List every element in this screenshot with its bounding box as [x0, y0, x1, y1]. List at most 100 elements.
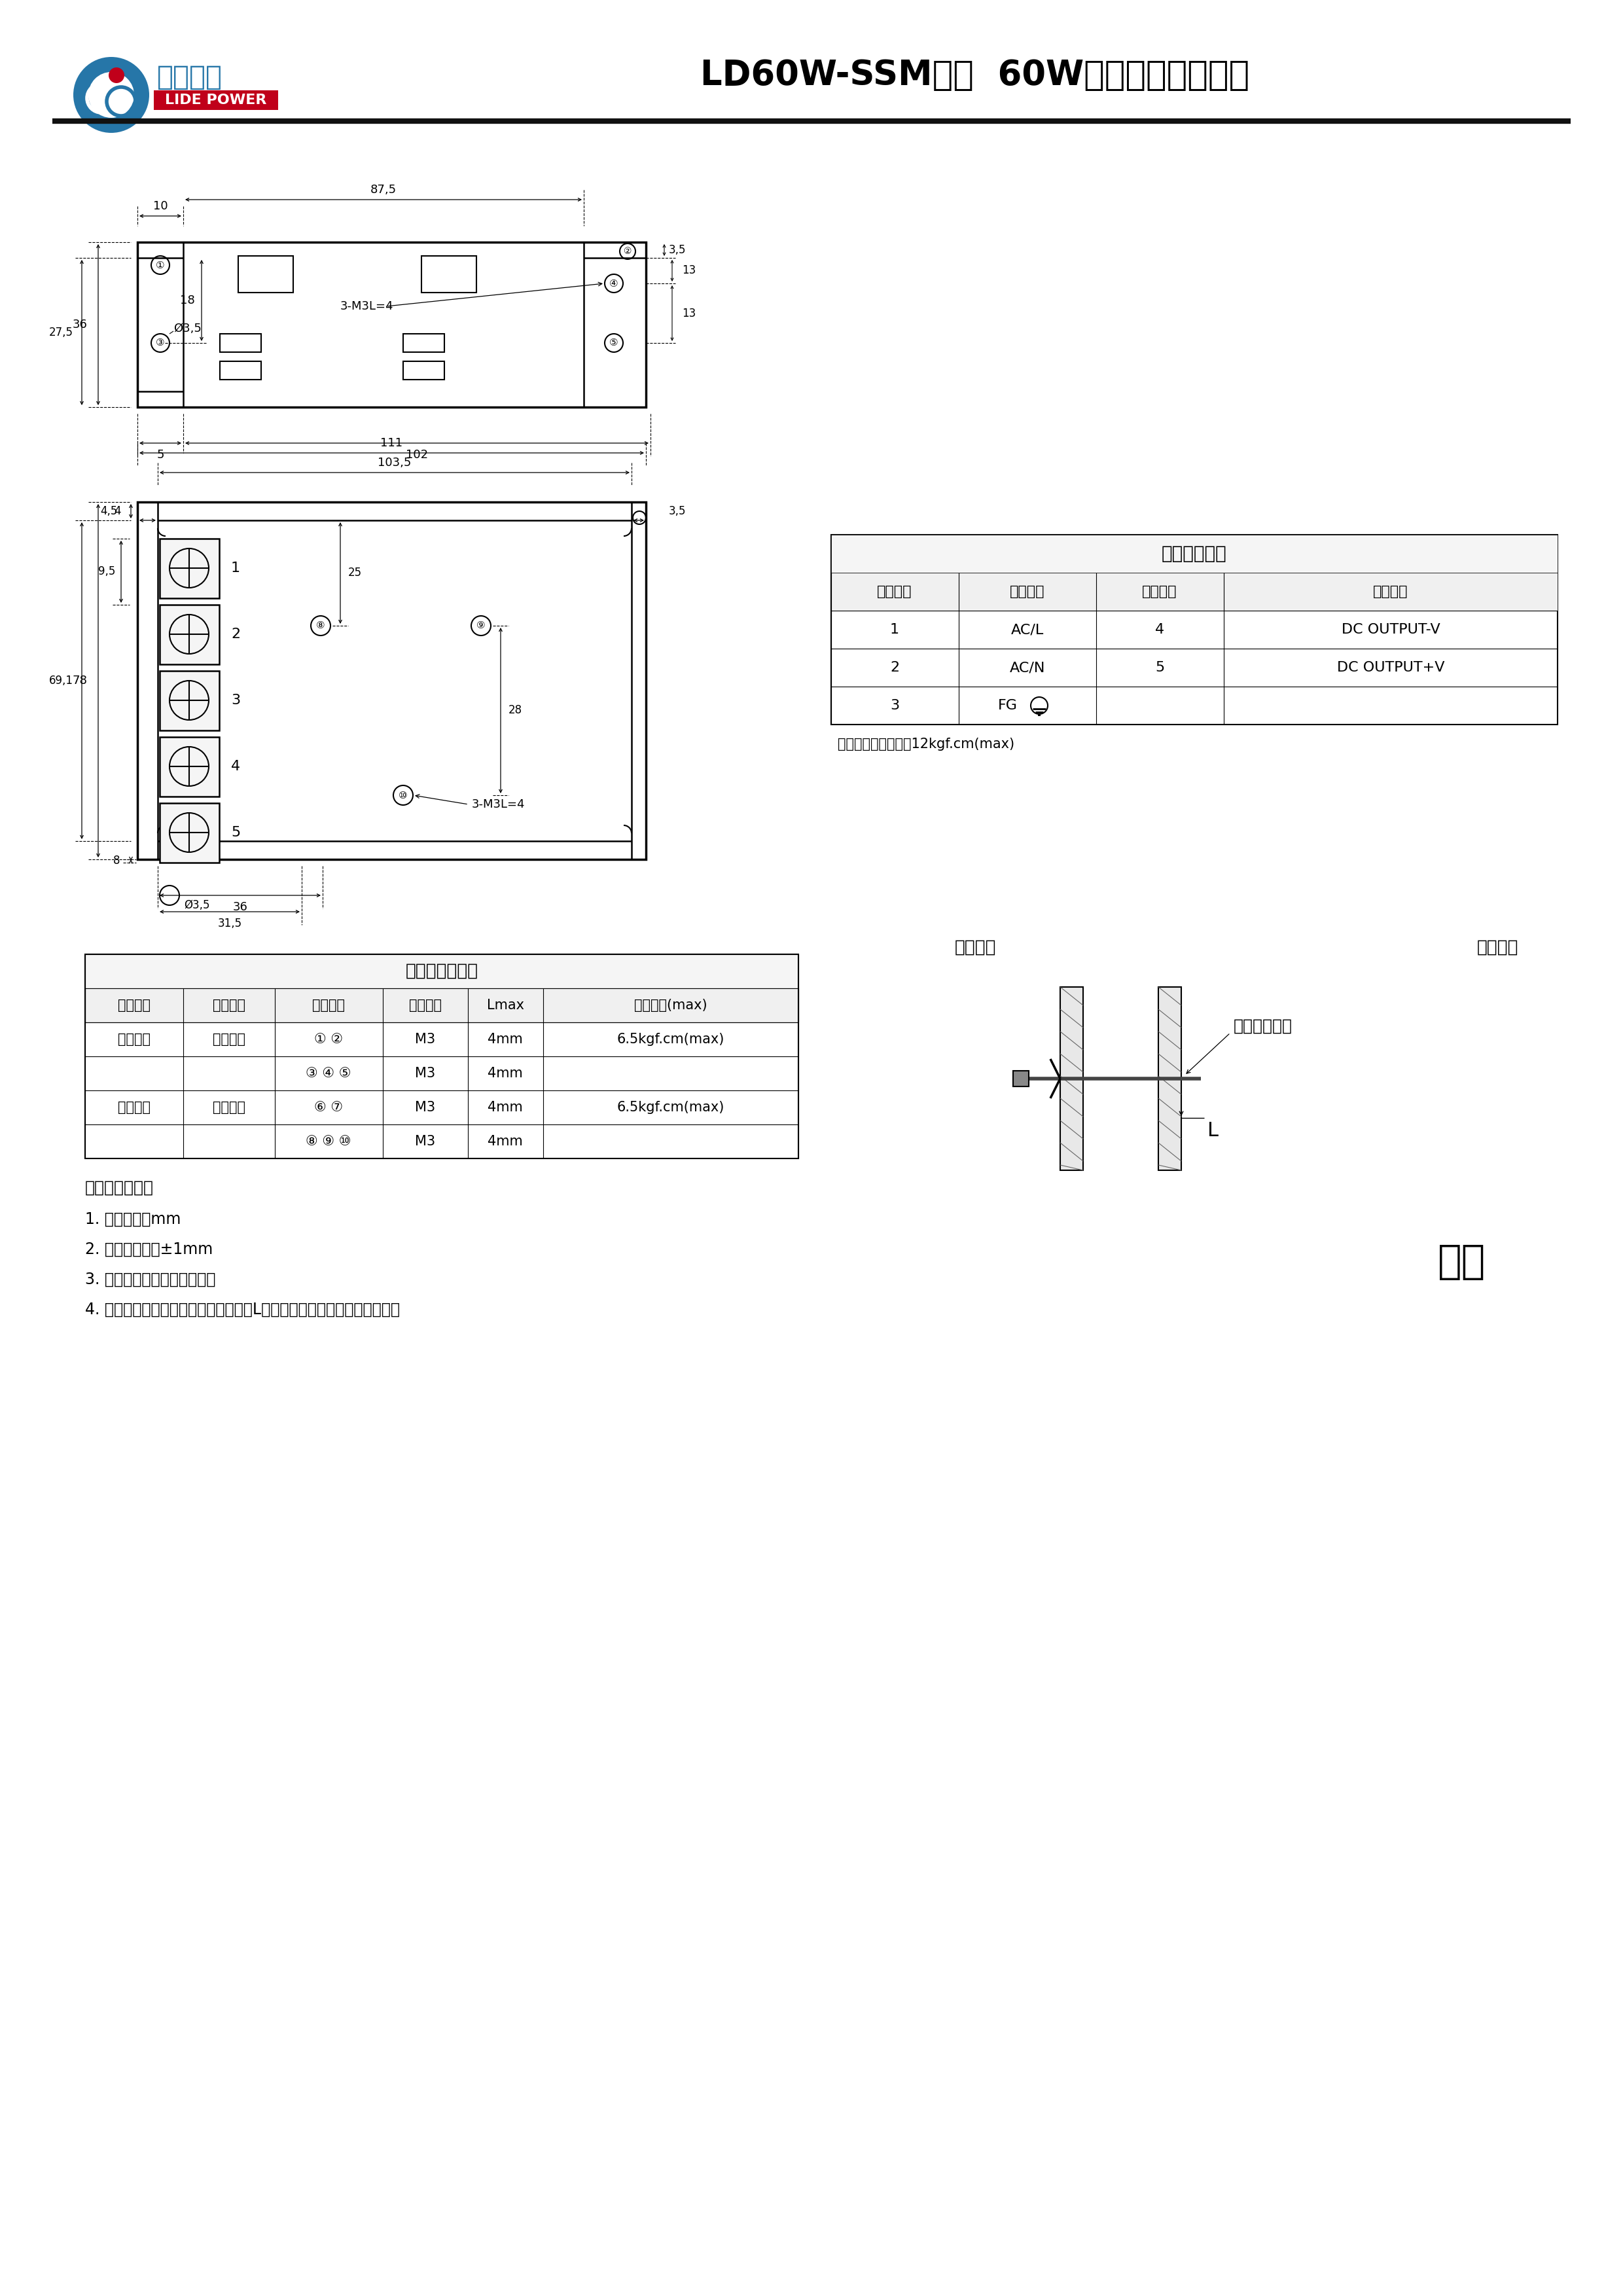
Text: 外部安装孔参考: 外部安装孔参考 [406, 962, 479, 980]
Text: 引脚功能: 引脚功能 [1373, 585, 1409, 599]
Text: LD60W-SSM系列  60W单组输出开关电源: LD60W-SSM系列 60W单组输出开关电源 [701, 57, 1250, 92]
Bar [84, 955, 799, 1159]
Text: AC/L: AC/L [1011, 622, 1044, 636]
Bar [1159, 987, 1182, 1171]
Text: 1. 尺寸单位：mm: 1. 尺寸单位：mm [84, 1212, 180, 1226]
Bar [219, 360, 261, 379]
Text: 螺丝固定: 螺丝固定 [213, 1100, 245, 1114]
Text: ③ ④ ⑤: ③ ④ ⑤ [305, 1068, 351, 1079]
Text: ⑧: ⑧ [316, 620, 325, 631]
Bar [1060, 987, 1083, 1171]
Text: 25: 25 [347, 567, 362, 579]
Bar [219, 333, 261, 351]
Text: 3,5: 3,5 [669, 505, 687, 517]
Bar [831, 535, 1558, 572]
Bar [84, 987, 799, 1022]
Text: ⑧ ⑨ ⑩: ⑧ ⑨ ⑩ [305, 1134, 351, 1148]
Text: 5: 5 [156, 450, 164, 461]
Text: 13: 13 [682, 264, 696, 276]
Text: ① ②: ① ② [315, 1033, 342, 1047]
Bar [422, 255, 477, 292]
Text: M3: M3 [415, 1100, 435, 1114]
Text: ⑨: ⑨ [477, 620, 485, 631]
Text: AC/N: AC/N [1010, 661, 1045, 675]
Bar [159, 804, 219, 863]
Circle shape [88, 71, 135, 117]
Text: Ø3,5: Ø3,5 [183, 900, 209, 912]
Text: Ø3,5: Ø3,5 [174, 324, 201, 335]
Bar [138, 241, 646, 406]
Text: 4mm: 4mm [487, 1033, 523, 1047]
Text: L: L [1208, 1120, 1219, 1141]
Text: 2. 未标注公差为±1mm: 2. 未标注公差为±1mm [84, 1242, 213, 1258]
Text: 电源机屐: 电源机屐 [1477, 939, 1518, 955]
Text: 电源固定螺丝: 电源固定螺丝 [1233, 1019, 1292, 1033]
Text: DC OUTPUT+V: DC OUTPUT+V [1337, 661, 1444, 675]
Text: 引脚功能: 引脚功能 [1010, 585, 1045, 599]
Text: 2: 2 [889, 661, 899, 675]
Text: 安装注意事项：: 安装注意事项： [84, 1180, 154, 1196]
Text: 3: 3 [230, 693, 240, 707]
Text: ①: ① [156, 259, 166, 271]
Text: 27,5: 27,5 [49, 326, 73, 338]
Text: 螺丝规格: 螺丝规格 [409, 999, 441, 1013]
Text: 3. 选择对模块最佳的安装方式: 3. 选择对模块最佳的安装方式 [84, 1272, 216, 1288]
Text: 引脚编号: 引脚编号 [876, 585, 912, 599]
Text: 31,5: 31,5 [217, 918, 242, 930]
Text: 103,5: 103,5 [378, 457, 412, 468]
Bar [159, 737, 219, 797]
Text: ⑥ ⑦: ⑥ ⑦ [315, 1100, 342, 1114]
Bar [403, 333, 445, 351]
Text: 87,5: 87,5 [370, 184, 396, 195]
Text: 引脚编号: 引脚编号 [1143, 585, 1177, 599]
Bar [831, 572, 1558, 611]
Text: ⑤: ⑤ [609, 338, 618, 349]
Bar [159, 604, 219, 664]
Text: ②: ② [623, 246, 631, 255]
Text: 1: 1 [230, 563, 240, 574]
Text: 3-M3L=4: 3-M3L=4 [339, 301, 393, 312]
Circle shape [73, 57, 149, 133]
Bar [154, 90, 278, 110]
Text: 3,5: 3,5 [669, 243, 687, 255]
Text: 安装方式: 安装方式 [213, 999, 245, 1013]
Text: 9,5: 9,5 [97, 565, 115, 579]
Text: 安装位号: 安装位号 [312, 999, 344, 1013]
Bar [159, 540, 219, 599]
Text: 力德电源: 力德电源 [157, 64, 222, 92]
Text: 底面安装: 底面安装 [118, 1100, 151, 1114]
Text: 4mm: 4mm [487, 1134, 523, 1148]
Text: 示图: 示图 [1438, 1242, 1485, 1281]
Text: 侧面安装: 侧面安装 [118, 1033, 151, 1047]
Text: 69,1: 69,1 [49, 675, 73, 687]
Text: Lmax: Lmax [487, 999, 524, 1013]
Text: 1: 1 [889, 622, 899, 636]
Text: 18: 18 [180, 294, 195, 305]
Text: 5: 5 [1156, 661, 1164, 675]
Text: 螺丝固定: 螺丝固定 [213, 1033, 245, 1047]
Bar [138, 503, 646, 859]
Bar [159, 670, 219, 730]
Text: 6.5kgf.cm(max): 6.5kgf.cm(max) [617, 1100, 724, 1114]
Text: 4: 4 [230, 760, 240, 774]
Text: M3: M3 [415, 1134, 435, 1148]
Text: 安装方位: 安装方位 [118, 999, 151, 1013]
Text: 4: 4 [114, 505, 122, 517]
Text: LIDE POWER: LIDE POWER [166, 94, 266, 106]
Circle shape [109, 67, 125, 83]
Bar [403, 360, 445, 379]
Text: 3: 3 [889, 698, 899, 712]
Text: 3-M3L=4: 3-M3L=4 [472, 799, 526, 810]
Bar [239, 255, 294, 292]
Text: 28: 28 [508, 705, 523, 716]
Text: M3: M3 [415, 1068, 435, 1079]
Text: 36: 36 [73, 319, 88, 331]
Text: 4,5: 4,5 [101, 505, 118, 517]
Text: 安装扔矩(max): 安装扔矩(max) [635, 999, 708, 1013]
Bar [1013, 1070, 1029, 1086]
Text: M3: M3 [415, 1033, 435, 1047]
Text: 4mm: 4mm [487, 1068, 523, 1079]
Text: 4mm: 4mm [487, 1100, 523, 1114]
Bar [831, 535, 1558, 726]
Bar [84, 955, 799, 987]
